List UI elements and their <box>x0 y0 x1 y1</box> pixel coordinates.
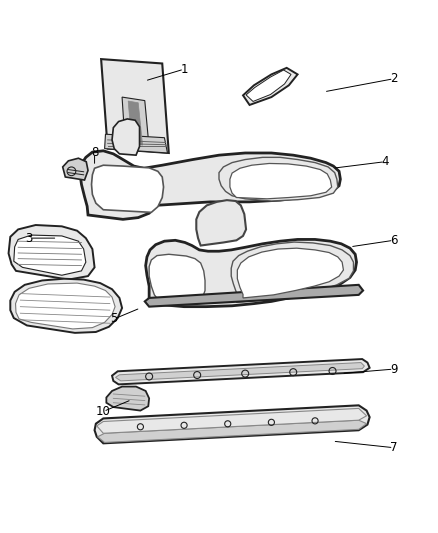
Polygon shape <box>230 164 332 199</box>
Polygon shape <box>80 151 340 220</box>
Polygon shape <box>196 200 246 246</box>
Text: 7: 7 <box>390 441 397 454</box>
Polygon shape <box>98 420 367 442</box>
Polygon shape <box>128 101 143 145</box>
Polygon shape <box>231 242 353 302</box>
Polygon shape <box>246 70 291 101</box>
Polygon shape <box>11 279 122 333</box>
Polygon shape <box>112 359 370 384</box>
Text: 10: 10 <box>96 405 111 418</box>
Polygon shape <box>92 165 163 212</box>
Polygon shape <box>97 408 367 433</box>
Polygon shape <box>243 68 297 105</box>
Text: 1: 1 <box>180 63 188 76</box>
Text: 5: 5 <box>110 312 118 325</box>
Polygon shape <box>63 158 88 180</box>
Polygon shape <box>219 157 338 201</box>
Polygon shape <box>15 283 115 329</box>
Polygon shape <box>112 119 140 155</box>
Text: 9: 9 <box>390 362 397 376</box>
Polygon shape <box>149 254 205 302</box>
Polygon shape <box>237 248 343 298</box>
Text: 2: 2 <box>390 72 397 85</box>
Polygon shape <box>14 235 86 275</box>
Text: 6: 6 <box>390 234 397 247</box>
Text: 8: 8 <box>91 147 98 159</box>
Polygon shape <box>105 134 167 153</box>
Polygon shape <box>116 362 364 381</box>
Polygon shape <box>106 386 149 410</box>
Polygon shape <box>145 285 363 306</box>
Polygon shape <box>146 239 357 306</box>
Polygon shape <box>101 59 169 153</box>
Text: 3: 3 <box>25 232 33 245</box>
Polygon shape <box>9 225 95 280</box>
Polygon shape <box>95 405 370 443</box>
Text: 4: 4 <box>381 155 389 168</box>
Polygon shape <box>122 97 149 148</box>
